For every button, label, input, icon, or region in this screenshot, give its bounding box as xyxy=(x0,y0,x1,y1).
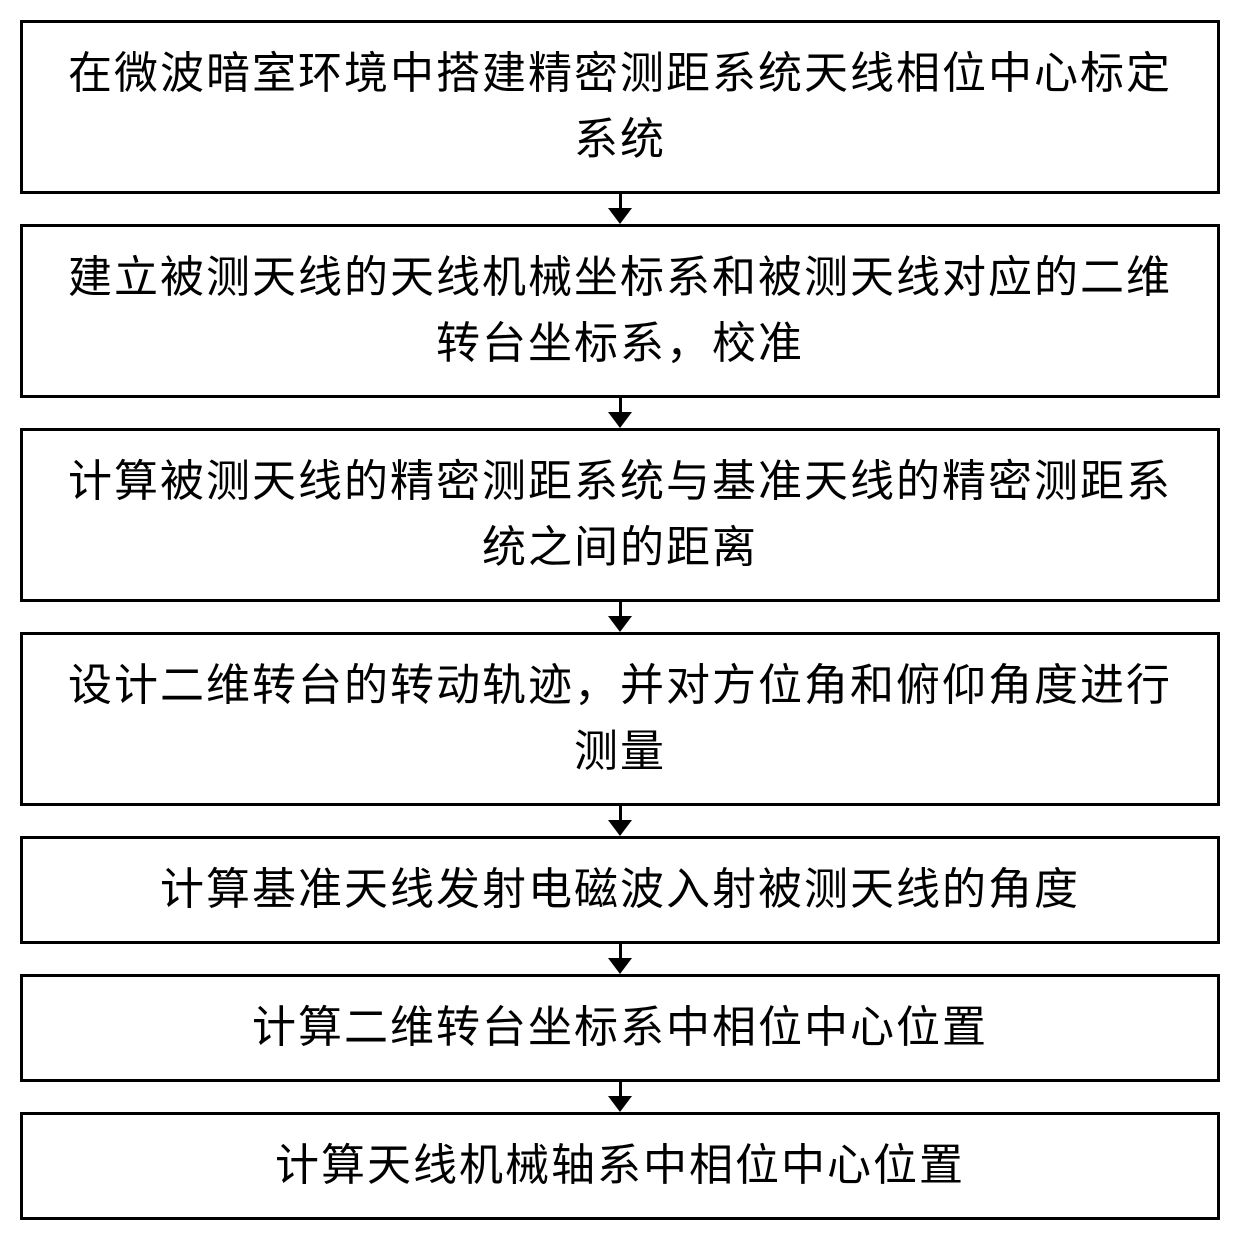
flowchart-step-4: 设计二维转台的转动轨迹，并对方位角和俯仰角度进行测量 xyxy=(20,632,1220,806)
arrow-line xyxy=(619,602,622,616)
arrow-line xyxy=(619,1082,622,1096)
arrow-6 xyxy=(608,1082,632,1112)
arrow-head-icon xyxy=(608,958,632,974)
step-text: 计算被测天线的精密测距系统与基准天线的精密测距系统之间的距离 xyxy=(68,457,1172,572)
arrow-head-icon xyxy=(608,412,632,428)
step-text: 建立被测天线的天线机械坐标系和被测天线对应的二维转台坐标系，校准 xyxy=(68,253,1172,368)
arrow-head-icon xyxy=(608,616,632,632)
arrow-line xyxy=(619,194,622,208)
step-text: 计算基准天线发射电磁波入射被测天线的角度 xyxy=(160,865,1080,914)
arrow-line xyxy=(619,944,622,958)
flowchart-step-5: 计算基准天线发射电磁波入射被测天线的角度 xyxy=(20,836,1220,944)
flowchart-container: 在微波暗室环境中搭建精密测距系统天线相位中心标定系统 建立被测天线的天线机械坐标… xyxy=(20,20,1220,1220)
arrow-1 xyxy=(608,194,632,224)
arrow-head-icon xyxy=(608,1096,632,1112)
flowchart-step-6: 计算二维转台坐标系中相位中心位置 xyxy=(20,974,1220,1082)
flowchart-step-2: 建立被测天线的天线机械坐标系和被测天线对应的二维转台坐标系，校准 xyxy=(20,224,1220,398)
arrow-line xyxy=(619,398,622,412)
arrow-line xyxy=(619,806,622,820)
flowchart-step-7: 计算天线机械轴系中相位中心位置 xyxy=(20,1112,1220,1220)
arrow-2 xyxy=(608,398,632,428)
arrow-5 xyxy=(608,944,632,974)
flowchart-step-3: 计算被测天线的精密测距系统与基准天线的精密测距系统之间的距离 xyxy=(20,428,1220,602)
arrow-head-icon xyxy=(608,820,632,836)
arrow-4 xyxy=(608,806,632,836)
step-text: 计算二维转台坐标系中相位中心位置 xyxy=(252,1003,988,1052)
arrow-3 xyxy=(608,602,632,632)
step-text: 计算天线机械轴系中相位中心位置 xyxy=(275,1141,965,1190)
step-text: 在微波暗室环境中搭建精密测距系统天线相位中心标定系统 xyxy=(68,49,1172,164)
arrow-head-icon xyxy=(608,208,632,224)
step-text: 设计二维转台的转动轨迹，并对方位角和俯仰角度进行测量 xyxy=(68,661,1172,776)
flowchart-step-1: 在微波暗室环境中搭建精密测距系统天线相位中心标定系统 xyxy=(20,20,1220,194)
